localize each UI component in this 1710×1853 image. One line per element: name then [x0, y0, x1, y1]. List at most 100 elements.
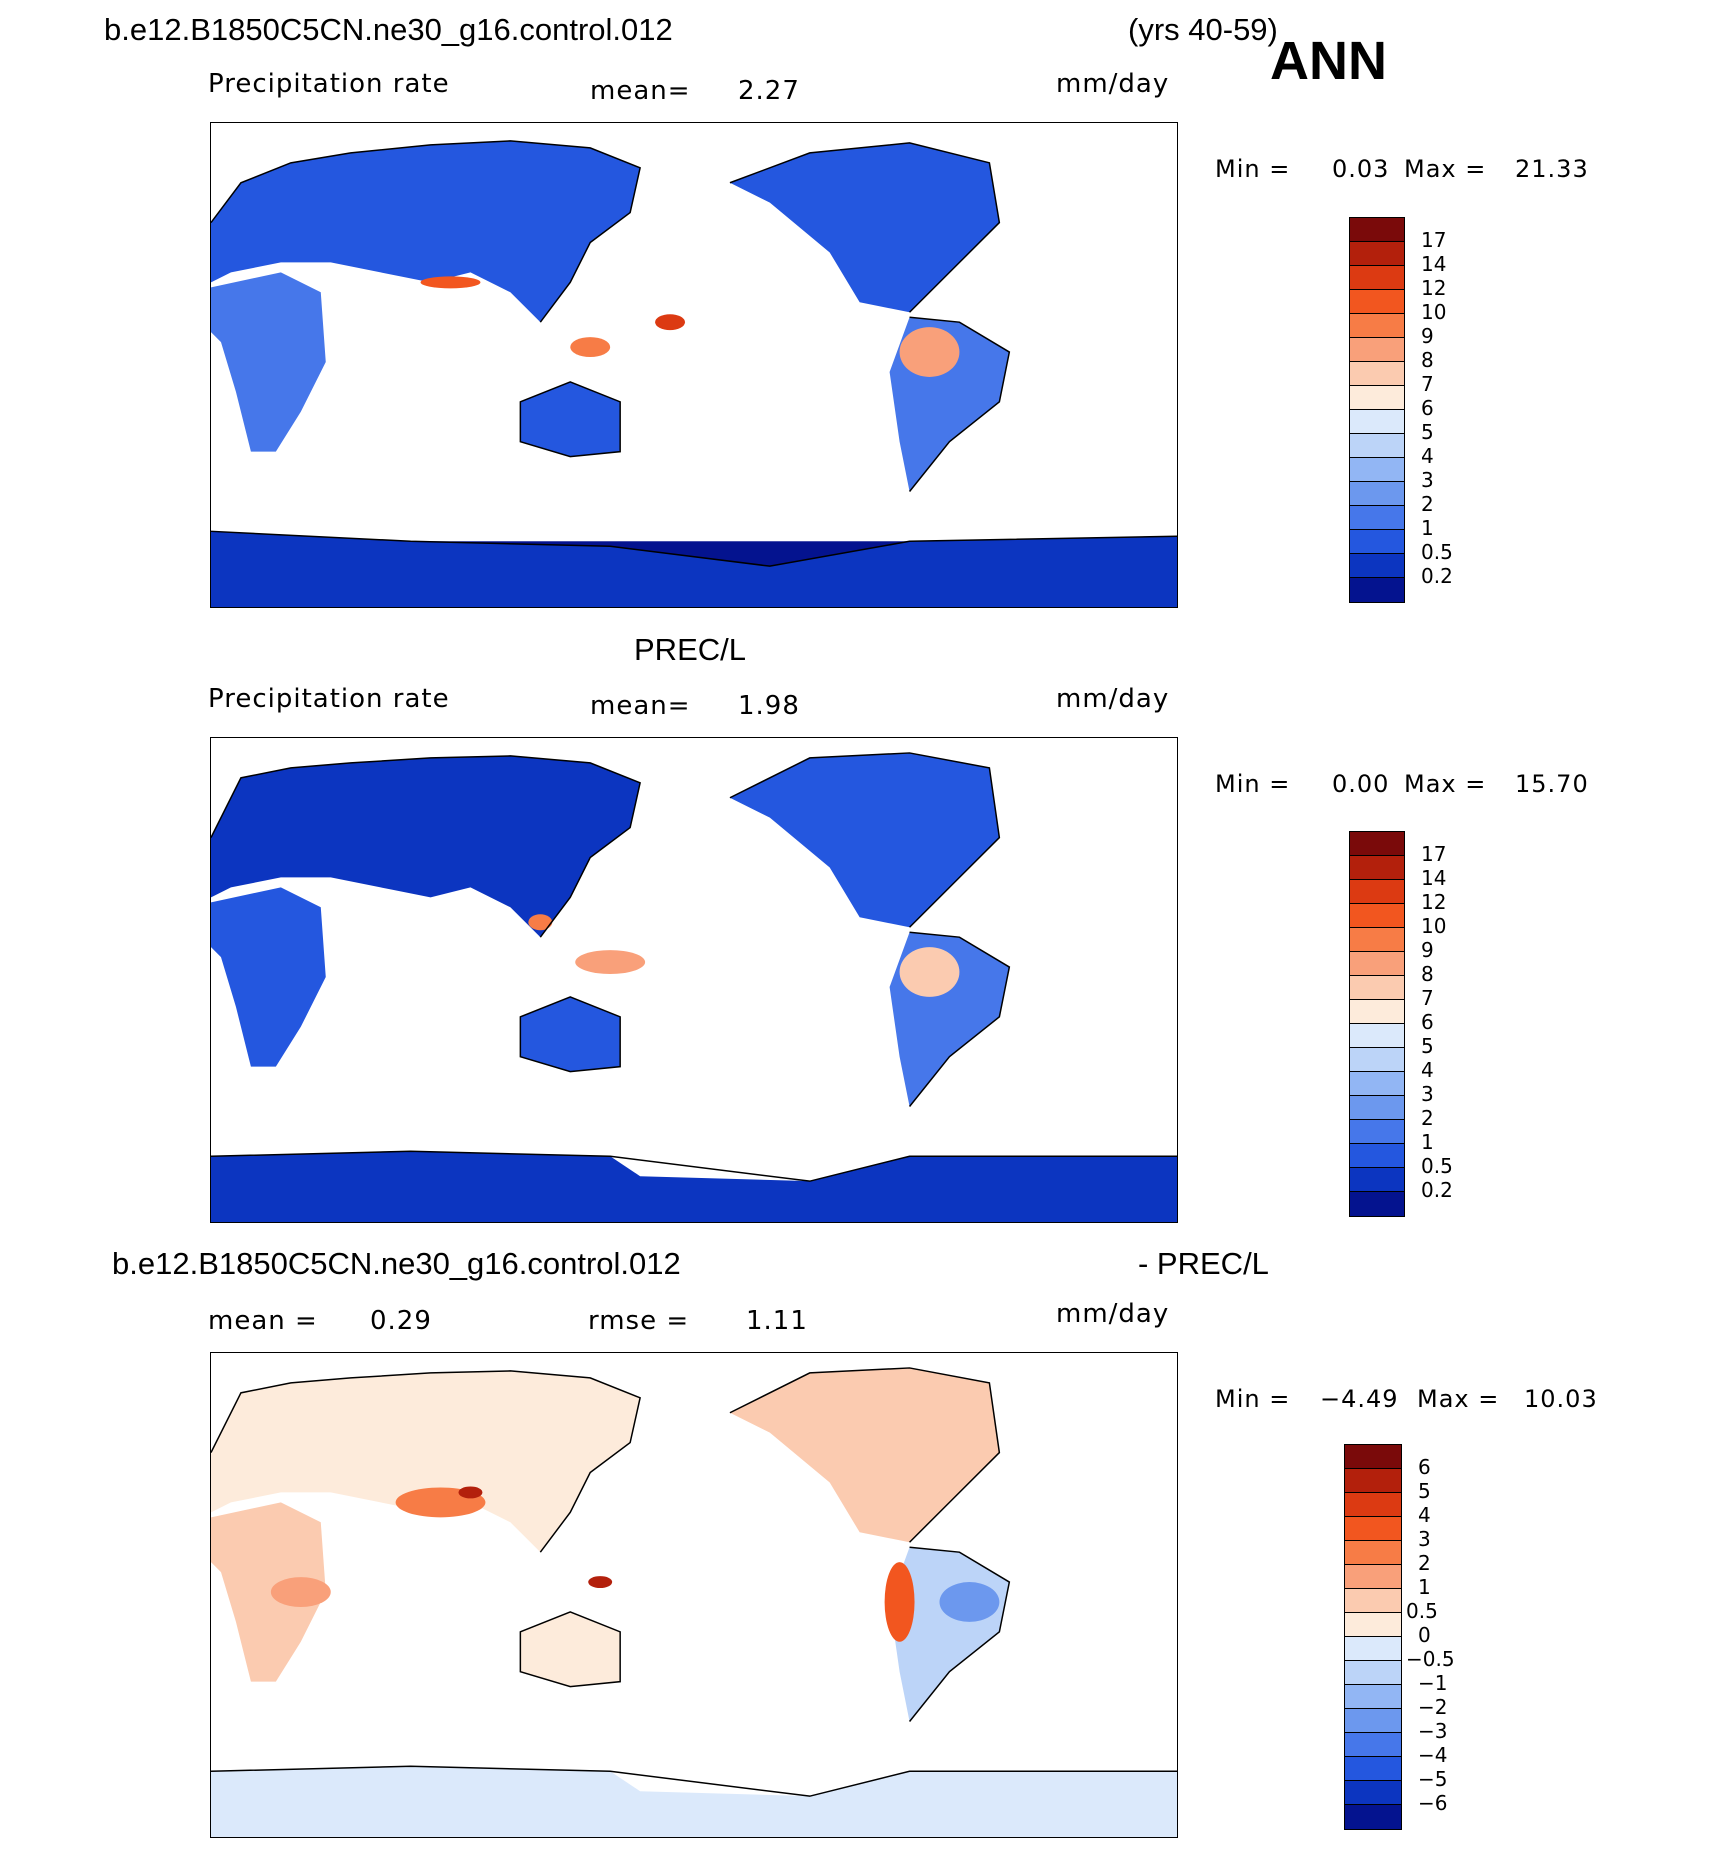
years-label: (yrs 40-59) — [1128, 12, 1278, 47]
africa-landmass — [211, 1502, 326, 1682]
cb1-swatch-9 — [1350, 434, 1404, 458]
cb1-swatch-13 — [1350, 530, 1404, 554]
panel2-units: mm/day — [1056, 684, 1170, 714]
cb1-tick: 1 — [1421, 516, 1434, 540]
cb1-tick: 17 — [1421, 228, 1447, 252]
cb2-swatch-10 — [1350, 1072, 1404, 1096]
panel1-mean-value: 2.27 — [738, 76, 800, 106]
cb2-swatch-1 — [1350, 856, 1404, 880]
panel1-min-value: 0.03 — [1332, 155, 1390, 183]
africa-landmass — [211, 887, 326, 1067]
cb1-tick: 4 — [1421, 444, 1434, 468]
cb3-tick: −2 — [1418, 1695, 1448, 1719]
panel3-max-value: 10.03 — [1524, 1385, 1598, 1413]
cb1-tick: 0.2 — [1421, 564, 1453, 588]
coastlines — [211, 752, 1177, 1182]
africa-landmass — [211, 272, 326, 452]
cb2-tick: 10 — [1421, 914, 1447, 938]
cb2-swatch-2 — [1350, 880, 1404, 904]
antarctica-landmass — [211, 1766, 1177, 1837]
cb2-swatch-6 — [1350, 976, 1404, 1000]
panel1-min-label: Min = — [1215, 155, 1291, 183]
panel2-max-value: 15.70 — [1515, 770, 1589, 798]
cb3-swatch-9 — [1345, 1661, 1401, 1685]
panel2-colorbar — [1349, 831, 1405, 1217]
cb2-swatch-13 — [1350, 1144, 1404, 1168]
cb1-tick: 10 — [1421, 300, 1447, 324]
cb2-tick: 0.2 — [1421, 1178, 1453, 1202]
cb1-tick: 9 — [1421, 324, 1434, 348]
cb1-tick: 5 — [1421, 420, 1434, 444]
panel1-variable: Precipitation rate — [208, 69, 450, 99]
panel3-min-label: Min = — [1215, 1385, 1291, 1413]
australia-landmass — [520, 381, 621, 457]
eurasia-landmass — [211, 140, 641, 323]
cb3-swatch-15 — [1345, 1805, 1401, 1829]
cb3-tick: 0.5 — [1406, 1599, 1438, 1623]
eurasia-landmass — [211, 1370, 641, 1553]
cb1-tick: 2 — [1421, 492, 1434, 516]
cb2-tick: 9 — [1421, 938, 1434, 962]
panel1-colorbar — [1349, 217, 1405, 603]
precip-hotspots — [528, 914, 960, 997]
cb3-tick: −1 — [1418, 1671, 1448, 1695]
cb3-swatch-5 — [1345, 1565, 1401, 1589]
panel3-title-right: - PREC/L — [1138, 1246, 1269, 1281]
cb1-swatch-2 — [1350, 266, 1404, 290]
cb2-swatch-8 — [1350, 1024, 1404, 1048]
panel1-mean-label: mean= — [590, 76, 691, 106]
panel3-rmse-value: 1.11 — [746, 1306, 808, 1336]
coastlines — [211, 1367, 1177, 1797]
panel1-map-plot — [211, 140, 1177, 607]
cb2-tick: 5 — [1421, 1034, 1434, 1058]
panel3-min-value: −4.49 — [1320, 1385, 1399, 1413]
cb3-tick: 0 — [1418, 1623, 1431, 1647]
cb3-tick: −0.5 — [1406, 1647, 1455, 1671]
cb2-swatch-4 — [1350, 928, 1404, 952]
panel3-rmse-label: rmse = — [588, 1306, 690, 1336]
cb1-tick: 6 — [1421, 396, 1434, 420]
cb2-swatch-11 — [1350, 1096, 1404, 1120]
panel1-max-label: Max = — [1404, 155, 1487, 183]
cb2-tick: 4 — [1421, 1058, 1434, 1082]
panel3-map — [210, 1352, 1178, 1838]
cb1-swatch-10 — [1350, 458, 1404, 482]
cb1-swatch-7 — [1350, 386, 1404, 410]
cb1-tick: 14 — [1421, 252, 1447, 276]
cb2-tick: 8 — [1421, 962, 1434, 986]
panel3-mean-value: 0.29 — [370, 1306, 432, 1336]
panel2-min-label: Min = — [1215, 770, 1291, 798]
north-america-landmass — [729, 142, 1000, 313]
panel3-map-plot — [211, 1367, 1177, 1837]
panel3-title-left: b.e12.B1850C5CN.ne30_g16.control.012 — [112, 1246, 681, 1281]
panel1-max-value: 21.33 — [1515, 155, 1589, 183]
case-title: b.e12.B1850C5CN.ne30_g16.control.012 — [104, 12, 673, 47]
cb3-tick: −6 — [1418, 1791, 1448, 1815]
cb2-tick: 2 — [1421, 1106, 1434, 1130]
antarctica-landmass — [211, 1151, 1177, 1222]
cb3-swatch-3 — [1345, 1517, 1401, 1541]
cb1-swatch-15 — [1350, 578, 1404, 602]
cb3-swatch-14 — [1345, 1781, 1401, 1805]
panel3-units: mm/day — [1056, 1299, 1170, 1329]
cb3-tick: 5 — [1418, 1479, 1431, 1503]
cb1-swatch-12 — [1350, 506, 1404, 530]
cb1-tick: 12 — [1421, 276, 1447, 300]
cb3-swatch-10 — [1345, 1685, 1401, 1709]
panel2-map-plot — [211, 752, 1177, 1222]
coastlines — [211, 140, 1177, 567]
cb2-swatch-7 — [1350, 1000, 1404, 1024]
eurasia-landmass — [211, 755, 641, 938]
cb3-swatch-2 — [1345, 1493, 1401, 1517]
cb2-tick: 14 — [1421, 866, 1447, 890]
cb1-swatch-6 — [1350, 362, 1404, 386]
cb1-swatch-14 — [1350, 554, 1404, 578]
cb2-tick: 12 — [1421, 890, 1447, 914]
cb1-swatch-8 — [1350, 410, 1404, 434]
cb2-swatch-5 — [1350, 952, 1404, 976]
cb1-swatch-11 — [1350, 482, 1404, 506]
cb1-swatch-1 — [1350, 242, 1404, 266]
panel2-max-label: Max = — [1404, 770, 1487, 798]
antarctica-landmass — [211, 531, 1177, 607]
cb2-swatch-15 — [1350, 1192, 1404, 1216]
